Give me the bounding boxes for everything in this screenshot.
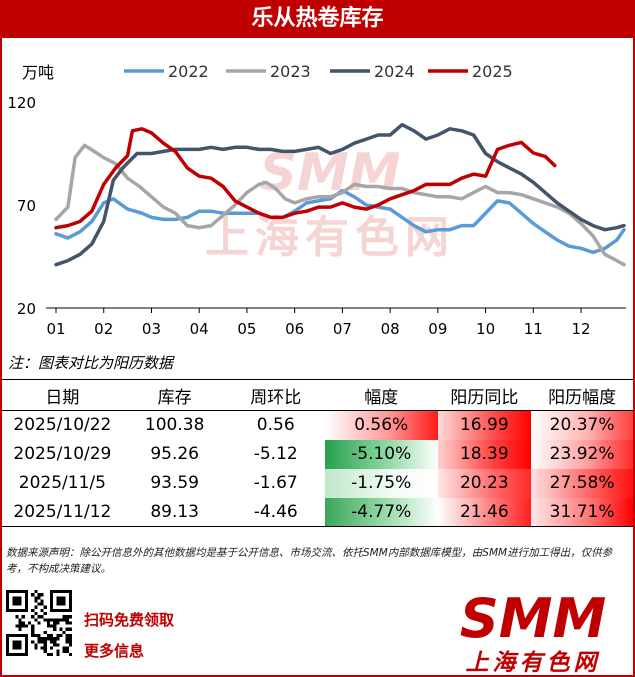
cell-inventory: 93.59: [150, 473, 199, 493]
cell-wow: -5.12: [253, 444, 298, 464]
smm-logo-text: SMM: [460, 593, 606, 643]
series-line-2025: [54, 127, 557, 230]
cell-yoy: 16.99: [437, 410, 532, 440]
cell-date: 2025/10/29: [13, 444, 112, 464]
cell-change: 0.56%: [324, 410, 438, 440]
cell-yoy: 18.39: [437, 439, 532, 469]
cell-ytd: 23.92%: [531, 439, 633, 469]
cell-yoy: 20.23: [437, 468, 532, 498]
x-tick-label: 09: [428, 320, 447, 338]
x-tick-label: 01: [46, 320, 65, 338]
header-change: 幅度: [324, 379, 438, 411]
y-axis-unit-label: 万吨: [22, 63, 54, 82]
table-row: 2025/10/22 100.38 0.56 0.56% 16.99 20.37…: [2, 410, 633, 440]
cell-date: 2025/10/22: [13, 415, 112, 436]
y-axis: 120 70 20: [7, 94, 36, 318]
promo-line-1[interactable]: 扫码免费领取: [84, 611, 175, 629]
cell-wow: 0.56: [256, 415, 295, 436]
legend-label-2023: 2023: [270, 62, 311, 81]
x-tick-label: 08: [381, 320, 400, 338]
table-row: 2025/11/12 89.13 -4.46 -4.77% 21.46 31.7…: [2, 497, 633, 527]
qr-code[interactable]: [6, 590, 72, 656]
x-tick-label: 05: [237, 320, 256, 338]
x-axis: 01 02 03 04 05 06 07 08 09 10 11 12: [46, 308, 591, 338]
table-header-row: 日期 库存 周环比 幅度 阳历同比 阳历幅度: [2, 379, 633, 411]
series-lines: [54, 122, 626, 267]
x-tick-label: 03: [142, 320, 161, 338]
cell-wow: -4.46: [226, 497, 325, 527]
smm-logo-cn: 上海有色网: [465, 650, 601, 676]
cell-ytd: 20.37%: [531, 410, 633, 440]
page-title: 乐从热卷库存: [0, 0, 635, 38]
header-ytd: 阳历幅度: [531, 379, 633, 411]
cell-date: 2025/11/5: [18, 473, 106, 493]
smm-logo: SMM: [460, 593, 606, 643]
cell-date: 2025/11/12: [2, 497, 123, 527]
table-row: 2025/10/29 95.26 -5.12 -5.10% 18.39 23.9…: [2, 439, 633, 469]
watermark-cn: 上海有色网: [205, 212, 455, 263]
legend-label-2022: 2022: [168, 62, 209, 81]
cell-inventory: 95.26: [150, 444, 199, 464]
x-tick-label: 12: [571, 320, 590, 338]
cell-wow: -1.67: [253, 473, 298, 493]
cell-change: -4.77%: [324, 497, 438, 527]
cell-ytd: 27.58%: [531, 468, 633, 498]
cell-inventory: 100.38: [144, 415, 205, 436]
legend-label-2024: 2024: [374, 62, 415, 81]
header-yoy: 阳历同比: [437, 379, 532, 411]
cell-change: -1.75%: [324, 468, 438, 498]
y-tick-label: 120: [7, 94, 36, 112]
x-tick-label: 02: [94, 320, 113, 338]
y-tick-label: 70: [17, 197, 36, 215]
inventory-table: 日期 库存 周环比 幅度 阳历同比 阳历幅度 2025/10/22 100.38…: [2, 379, 633, 527]
cell-change: -5.10%: [324, 439, 438, 469]
data-source-disclaimer: 数据来源声明：除公开信息外的其他数据均是基于公开信息、市场交流、依托SMM内部数…: [6, 547, 613, 575]
table-row: 2025/11/5 93.59 -1.67 -1.75% 20.23 27.58…: [2, 468, 633, 498]
series-line-2024: [54, 122, 626, 267]
promo-line-2[interactable]: 更多信息: [84, 642, 145, 660]
series-line-2023: [54, 143, 626, 267]
header-date: 日期: [2, 379, 123, 411]
x-tick-label: 07: [333, 320, 352, 338]
x-tick-label: 04: [190, 320, 209, 338]
cell-ytd: 31.71%: [531, 497, 633, 527]
cell-inventory: 89.13: [122, 497, 227, 527]
legend-label-2025: 2025: [472, 62, 513, 81]
chart-legend: 2022 2023 2024 2025: [124, 62, 513, 81]
cell-yoy: 21.46: [437, 497, 532, 527]
header-inventory: 库存: [122, 379, 227, 411]
header-wow: 周环比: [226, 379, 325, 411]
chart-note: 注：图表对比为阳历数据: [8, 354, 174, 372]
x-tick-label: 11: [524, 320, 543, 338]
x-tick-label: 10: [476, 320, 495, 338]
y-tick-label: 20: [17, 300, 36, 318]
x-tick-label: 06: [285, 320, 304, 338]
